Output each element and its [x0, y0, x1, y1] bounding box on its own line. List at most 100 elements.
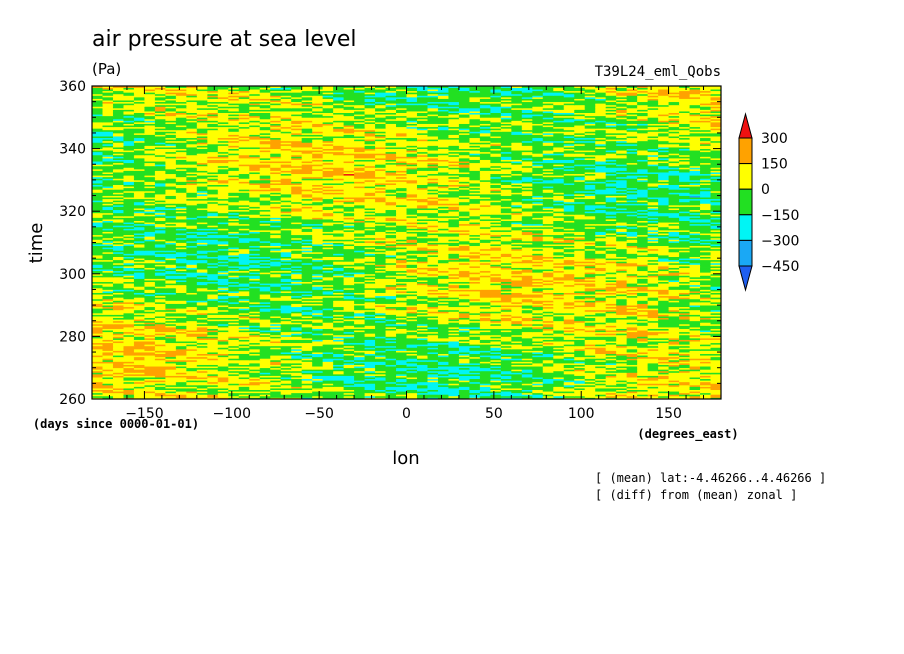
heatmap-cell	[249, 281, 261, 284]
heatmap-cell	[133, 355, 146, 358]
heatmap-cell	[563, 377, 575, 380]
heatmap-cell	[679, 347, 691, 350]
heatmap-cell	[427, 369, 439, 372]
heatmap-cell	[238, 358, 250, 361]
heatmap-cell	[553, 283, 565, 286]
heatmap-cell	[333, 366, 345, 369]
heatmap-cell	[249, 273, 261, 276]
heatmap-cell	[647, 327, 659, 329]
heatmap-cell	[584, 333, 596, 336]
heatmap-cell	[186, 306, 198, 309]
heatmap-cell	[479, 377, 491, 380]
heatmap-cell	[301, 291, 313, 293]
heatmap-cell	[469, 292, 481, 295]
heatmap-cell	[385, 394, 397, 397]
heatmap-cell	[333, 397, 345, 399]
heatmap-cell	[595, 317, 607, 320]
heatmap-cell	[92, 270, 104, 273]
heatmap-cell	[165, 323, 177, 326]
heatmap-cell	[280, 339, 292, 342]
heatmap-cell	[511, 361, 523, 364]
heatmap-cell	[396, 308, 408, 311]
heatmap-field	[92, 86, 721, 399]
heatmap-cell	[343, 294, 355, 297]
heatmap-cell	[605, 352, 617, 355]
heatmap-cell	[563, 283, 575, 286]
heatmap-cell	[595, 397, 607, 399]
heatmap-cell	[437, 320, 450, 323]
heatmap-cell	[710, 363, 721, 365]
heatmap-cell	[102, 391, 114, 394]
heatmap-cell	[647, 331, 659, 334]
heatmap-cell	[249, 341, 261, 344]
heatmap-cell	[563, 309, 575, 312]
heatmap-cell	[322, 322, 334, 325]
heatmap-cell	[375, 358, 387, 361]
heatmap-cell	[333, 336, 345, 339]
heatmap-cell	[406, 292, 418, 295]
heatmap-cell	[385, 316, 397, 319]
heatmap-cell	[343, 286, 355, 289]
heatmap-cell	[658, 303, 670, 306]
heatmap-cell	[500, 391, 512, 394]
heatmap-cell	[280, 361, 292, 364]
heatmap-cell	[595, 375, 607, 378]
heatmap-cell	[217, 330, 229, 333]
heatmap-cell	[301, 342, 313, 345]
heatmap-cell	[385, 317, 397, 320]
heatmap-cell	[595, 281, 607, 284]
heatmap-cell	[322, 391, 334, 394]
heatmap-cell	[595, 341, 607, 344]
heatmap-cell	[658, 294, 670, 297]
heatmap-cell	[490, 388, 502, 391]
heatmap-cell	[584, 377, 596, 380]
heatmap-cell	[479, 369, 491, 372]
heatmap-cell	[270, 306, 282, 309]
heatmap-cell	[228, 311, 240, 314]
heatmap-cell	[437, 309, 450, 312]
heatmap-cell	[112, 305, 125, 308]
heatmap-cell	[333, 361, 345, 364]
heatmap-cell	[217, 366, 229, 369]
heatmap-cell	[92, 301, 104, 304]
heatmap-cell	[112, 309, 125, 312]
heatmap-cell	[322, 283, 334, 286]
heatmap-cell	[479, 327, 491, 329]
heatmap-cell	[637, 370, 649, 373]
heatmap-cell	[102, 300, 114, 303]
heatmap-cell	[479, 389, 491, 392]
heatmap-cell	[217, 323, 229, 326]
heatmap-cell	[626, 284, 638, 287]
heatmap-cell	[521, 370, 533, 373]
heatmap-cell	[291, 287, 303, 290]
heatmap-cell	[396, 330, 408, 333]
heatmap-cell	[416, 311, 429, 314]
heatmap-cell	[616, 350, 628, 353]
heatmap-cell	[511, 359, 523, 362]
heatmap-cell	[553, 339, 565, 342]
heatmap-cell	[574, 331, 586, 334]
heatmap-cell	[542, 286, 554, 289]
heatmap-cell	[469, 370, 481, 373]
heatmap-cell	[605, 306, 617, 309]
heatmap-cell	[144, 380, 156, 383]
heatmap-cell	[249, 386, 261, 389]
heatmap-cell	[133, 377, 146, 380]
heatmap-cell	[333, 272, 345, 275]
heatmap-cell	[658, 381, 670, 384]
heatmap-cell	[270, 363, 282, 365]
heatmap-cell	[301, 350, 313, 353]
heatmap-cell	[165, 287, 177, 290]
heatmap-cell	[322, 353, 334, 356]
heatmap-cell	[249, 369, 261, 372]
heatmap-cell	[343, 309, 355, 312]
heatmap-cell	[479, 317, 491, 320]
heatmap-cell	[511, 394, 523, 397]
heatmap-cell	[532, 306, 544, 309]
heatmap-cell	[343, 320, 355, 323]
heatmap-cell	[312, 355, 324, 358]
heatmap-cell	[584, 384, 596, 387]
heatmap-cell	[521, 383, 533, 386]
heatmap-cell	[238, 273, 250, 276]
heatmap-cell	[532, 283, 544, 286]
